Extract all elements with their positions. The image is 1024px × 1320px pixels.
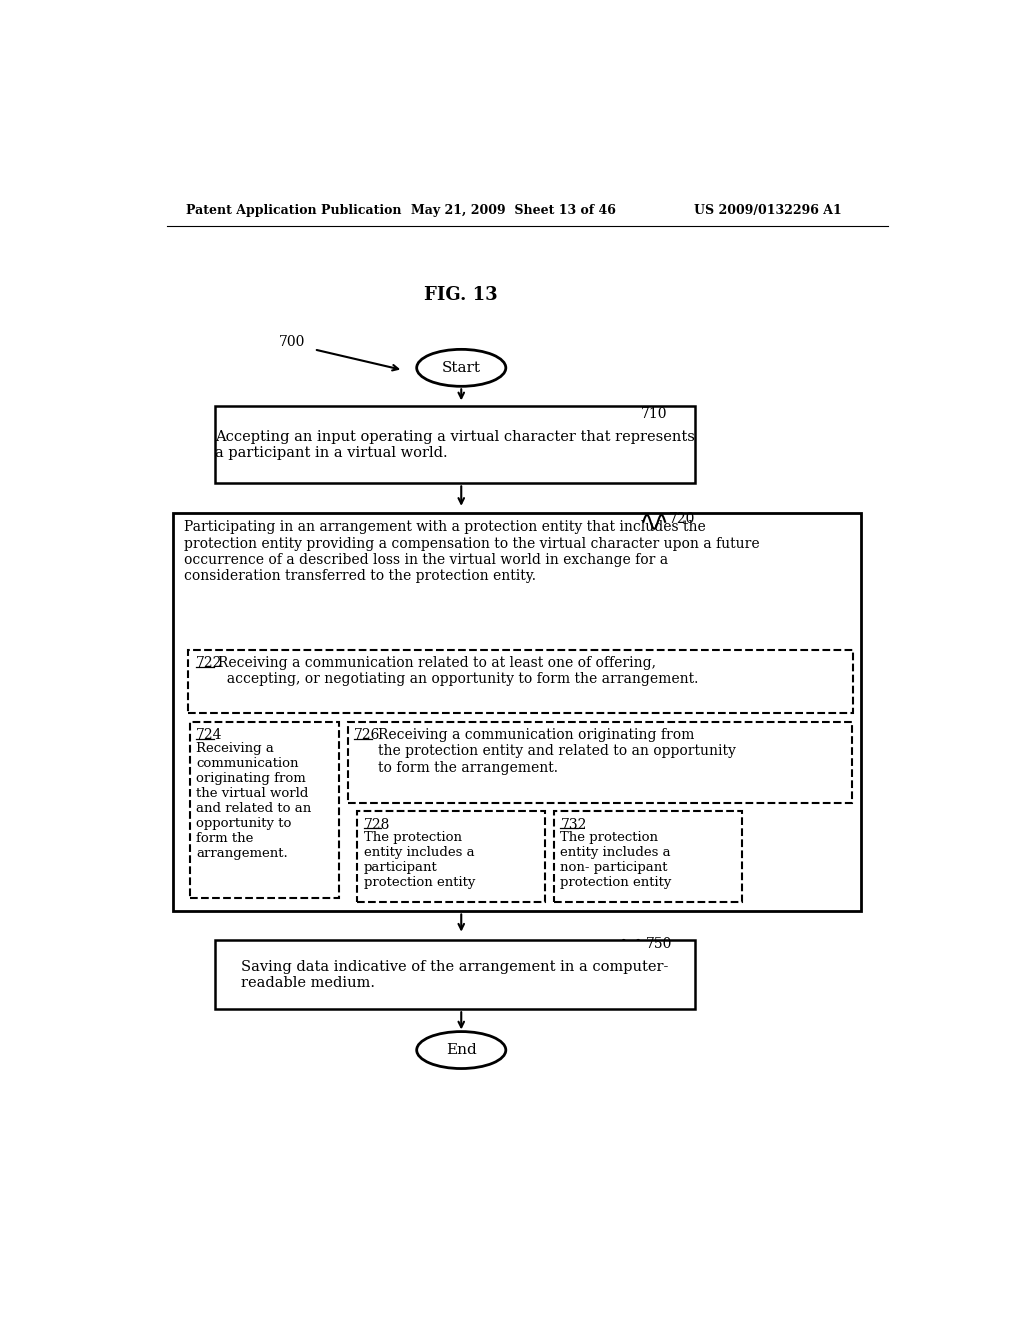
Text: Participating in an arrangement with a protection entity that includes the
prote: Participating in an arrangement with a p… — [183, 520, 760, 583]
FancyBboxPatch shape — [348, 722, 852, 803]
Text: Start: Start — [441, 360, 480, 375]
Ellipse shape — [417, 350, 506, 387]
Text: 724: 724 — [197, 729, 222, 742]
Text: The protection
entity includes a
participant
protection entity: The protection entity includes a partici… — [364, 832, 475, 890]
Text: 732: 732 — [560, 817, 587, 832]
Text: FIG. 13: FIG. 13 — [424, 286, 498, 305]
FancyBboxPatch shape — [188, 649, 853, 713]
Text: Saving data indicative of the arrangement in a computer-
readable medium.: Saving data indicative of the arrangemen… — [242, 960, 669, 990]
Text: 710: 710 — [641, 407, 668, 421]
Text: 726: 726 — [354, 729, 381, 742]
FancyBboxPatch shape — [215, 940, 695, 1010]
Text: Receiving a communication originating from
the protection entity and related to : Receiving a communication originating fr… — [378, 729, 735, 775]
FancyBboxPatch shape — [215, 407, 695, 483]
Text: 722: 722 — [197, 656, 222, 669]
FancyBboxPatch shape — [190, 722, 339, 898]
Text: Accepting an input operating a virtual character that represents
a participant i: Accepting an input operating a virtual c… — [215, 430, 695, 459]
Ellipse shape — [417, 1032, 506, 1069]
Text: 700: 700 — [280, 335, 305, 348]
Text: Receiving a
communication
originating from
the virtual world
and related to an
o: Receiving a communication originating fr… — [197, 742, 311, 861]
Text: Receiving a communication related to at least one of offering,
  accepting, or n: Receiving a communication related to at … — [218, 656, 698, 686]
Text: May 21, 2009  Sheet 13 of 46: May 21, 2009 Sheet 13 of 46 — [411, 205, 615, 218]
Text: End: End — [445, 1043, 476, 1057]
Text: 750: 750 — [646, 937, 672, 950]
Text: Patent Application Publication: Patent Application Publication — [186, 205, 401, 218]
Text: 720: 720 — [669, 512, 695, 525]
Text: 728: 728 — [364, 817, 390, 832]
FancyBboxPatch shape — [554, 812, 741, 903]
FancyBboxPatch shape — [173, 512, 861, 911]
Text: US 2009/0132296 A1: US 2009/0132296 A1 — [693, 205, 842, 218]
FancyBboxPatch shape — [357, 812, 545, 903]
Text: The protection
entity includes a
non- participant
protection entity: The protection entity includes a non- pa… — [560, 832, 672, 890]
